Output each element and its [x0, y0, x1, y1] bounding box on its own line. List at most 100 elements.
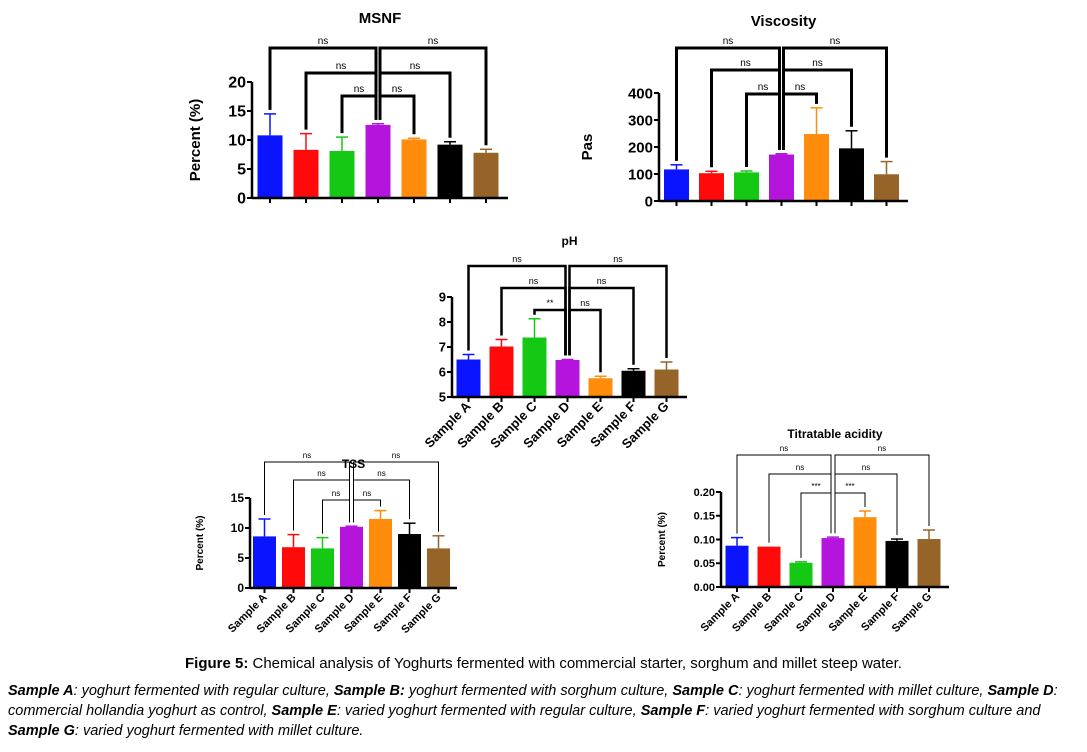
significance-label: ns [862, 463, 870, 472]
significance-label: ns [318, 36, 329, 47]
y-tick-label: 6 [439, 365, 446, 380]
legend-sample: Sample C [672, 683, 739, 699]
significance-label: ns [580, 298, 590, 308]
significance-bracket [800, 492, 832, 558]
y-tick-label: 300 [628, 112, 653, 129]
significance-bracket [340, 94, 378, 134]
significance-label: *** [845, 482, 854, 491]
bar [473, 152, 499, 198]
legend-sep: : [74, 723, 79, 739]
y-tick-label: 400 [628, 85, 653, 102]
bar [588, 378, 613, 397]
significance-bracket [322, 499, 350, 534]
significance-label: ns [332, 489, 340, 498]
y-tick-label: 0 [645, 193, 653, 210]
bar [340, 526, 363, 588]
bar [821, 538, 845, 587]
y-tick-label: 10 [228, 133, 246, 150]
significance-label: ns [740, 58, 751, 69]
bar [874, 174, 899, 201]
legend-sample: Sample G [8, 723, 75, 739]
significance-label: *** [811, 482, 820, 491]
legend-sep: : [1053, 683, 1058, 699]
significance-label: ns [354, 84, 365, 95]
y-tick-label: 0.00 [694, 582, 715, 594]
significance-label: ns [377, 469, 385, 478]
legend-sep: : [705, 703, 710, 719]
bar [757, 546, 781, 587]
bar [257, 135, 283, 198]
y-tick-label: 5 [237, 162, 246, 179]
y-tick-label: 100 [628, 166, 653, 183]
significance-bracket [353, 479, 410, 523]
bar [282, 547, 305, 588]
y-tick-label: 200 [628, 139, 653, 156]
significance-label: ns [613, 254, 623, 264]
bar [621, 370, 646, 397]
significance-label: ns [795, 82, 806, 93]
caption-text: Chemical analysis of Yoghurts fermented … [248, 655, 902, 672]
significance-bracket [675, 46, 781, 161]
significance-bracket [736, 454, 832, 534]
significance-label: ns [597, 276, 607, 286]
legend-desc: varied yoghurt fermented with regular cu… [340, 703, 641, 719]
y-tick-label: 0.05 [694, 558, 715, 570]
caption-label: Figure 5: [185, 655, 249, 672]
significance-label: ns [512, 254, 522, 264]
significance-label: ns [428, 36, 439, 47]
y-tick-label: 0.10 [694, 534, 715, 546]
legend-desc: yoghurt fermented with millet culture, [742, 683, 988, 699]
bar [917, 539, 941, 587]
bar [885, 540, 909, 587]
bar [253, 536, 276, 588]
y-tick-label: 0.20 [694, 487, 715, 499]
bar [456, 359, 481, 397]
legend-desc: commercial hollandia yoghurt as control, [8, 703, 272, 719]
significance-label: ns [758, 82, 769, 93]
significance-bracket [768, 473, 832, 543]
bar [427, 548, 450, 588]
bar [839, 148, 864, 201]
significance-bracket [533, 308, 567, 356]
significance-label: ns [303, 451, 311, 460]
significance-label: ns [830, 36, 841, 47]
legend-sep: : [336, 703, 341, 719]
y-tick-label: 5 [237, 551, 244, 565]
y-tick-label: 15 [228, 104, 246, 121]
bar [329, 151, 355, 198]
figure-caption: Figure 5: Chemical analysis of Yoghurts … [0, 655, 1087, 672]
legend-sample: Sample B: [333, 683, 405, 699]
legend-desc: yoghurt fermented with regular culture, [77, 683, 334, 699]
bar [365, 124, 391, 198]
significance-label: ns [336, 61, 347, 72]
chart-title: MSNF [359, 10, 402, 27]
significance-label: ns [780, 444, 788, 453]
titratable-acidity-chart: Titratable acidity0.000.050.100.150.20Sa… [657, 427, 949, 635]
significance-label: ns [317, 469, 325, 478]
y-tick-label: 0 [237, 581, 244, 595]
y-axis-label: Percent (%) [195, 515, 206, 570]
significance-label: ns [796, 463, 804, 472]
y-tick-label: 0 [237, 191, 246, 208]
significance-label: ns [529, 276, 539, 286]
y-tick-label: 0.15 [694, 511, 715, 523]
bar [369, 519, 392, 588]
significance-bracket [568, 264, 668, 358]
significance-bracket [782, 46, 888, 158]
bar [699, 173, 724, 201]
sample-legend: Sample A: yoghurt fermented with regular… [8, 681, 1080, 741]
y-tick-label: 9 [439, 290, 446, 305]
significance-label: ns [723, 36, 734, 47]
bar [725, 545, 749, 587]
significance-bracket [378, 46, 488, 146]
legend-sample: Sample D [987, 683, 1054, 699]
y-tick-label: 8 [439, 315, 446, 330]
bar [789, 562, 813, 587]
legend-sample: Sample F [640, 703, 706, 719]
legend-sample: Sample E [271, 703, 337, 719]
y-tick-label: 20 [228, 75, 246, 92]
